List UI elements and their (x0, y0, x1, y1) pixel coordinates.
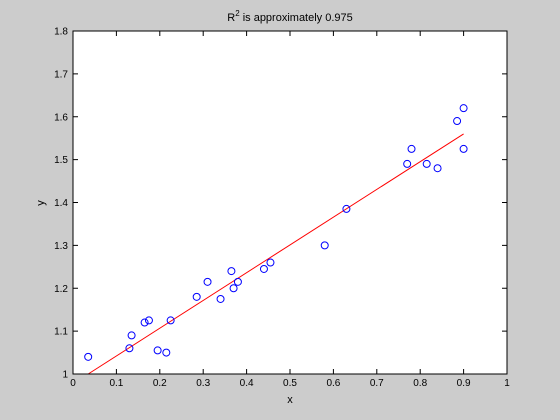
y-tick-label: 1.3 (54, 241, 68, 252)
data-point (459, 144, 468, 153)
x-tick-label: 0.9 (457, 378, 471, 389)
x-tick-label: 0.6 (326, 378, 340, 389)
axes-area (73, 31, 507, 374)
data-point (229, 284, 238, 293)
x-tick-label: 0.7 (370, 378, 384, 389)
y-tick-label: 1.5 (54, 155, 68, 166)
data-point (162, 348, 171, 357)
chart-title-superscript: 2 (235, 9, 240, 18)
y-tick-label: 1.6 (54, 112, 68, 123)
data-point (227, 267, 236, 276)
y-axis-label: y (35, 200, 47, 206)
x-tick-label: 0.2 (153, 378, 167, 389)
x-tick-label: 0.1 (109, 378, 123, 389)
y-tick-label: 1.8 (54, 27, 68, 38)
data-point (203, 277, 212, 286)
x-axis-label: x (287, 394, 293, 406)
data-point (422, 159, 431, 168)
data-point (259, 264, 268, 273)
x-tick-label: 0.4 (240, 378, 254, 389)
data-point (403, 159, 412, 168)
x-tick-label: 1 (504, 378, 510, 389)
data-point (125, 344, 134, 353)
data-point (342, 204, 351, 213)
data-point (144, 316, 153, 325)
data-point (453, 117, 462, 126)
chart-title: R2 is approximately 0.975 (227, 9, 353, 24)
y-tick-label: 1.2 (54, 284, 68, 295)
x-tick-label: 0 (70, 378, 76, 389)
fit-line (87, 133, 464, 375)
chart-title-prefix: R (227, 12, 235, 24)
data-layer (84, 104, 468, 375)
data-point (192, 292, 201, 301)
data-point (266, 258, 275, 267)
data-point (140, 318, 149, 327)
data-point (320, 241, 329, 250)
y-tick-label: 1 (62, 370, 68, 381)
data-point (216, 294, 225, 303)
ticks-layer: 0 0.1 0.2 0.3 0.4 0.5 0.6 0.7 0.8 0.9 1 1 1.1 1.2 1.3 1… (54, 27, 510, 390)
x-tick-label: 0.3 (196, 378, 210, 389)
x-tick-label: 0.5 (283, 378, 297, 389)
data-point (407, 144, 416, 153)
y-tick-label: 1.1 (54, 327, 68, 338)
data-point (84, 352, 93, 361)
data-point (433, 164, 442, 173)
y-tick-label: 1.7 (54, 69, 68, 80)
x-tick-label: 0.8 (413, 378, 427, 389)
y-tick-label: 1.4 (54, 198, 68, 209)
data-point (459, 104, 468, 113)
data-point (153, 346, 162, 355)
data-point (233, 277, 242, 286)
data-point (166, 316, 175, 325)
chart-title-suffix: is approximately 0.975 (240, 12, 353, 24)
data-point (127, 331, 136, 340)
